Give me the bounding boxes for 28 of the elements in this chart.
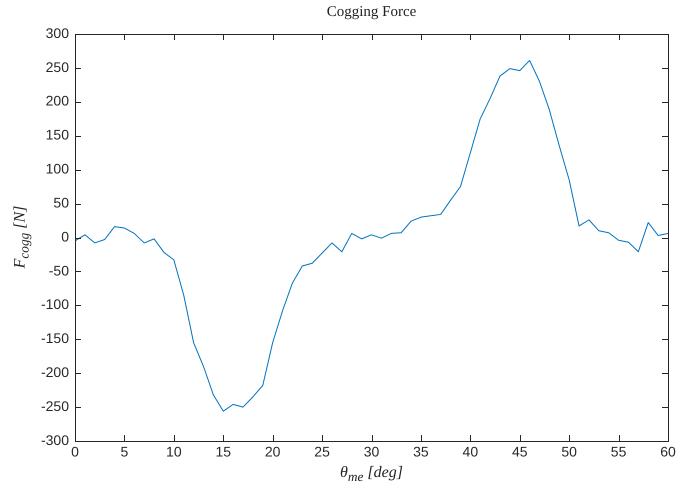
x-tick-label: 20 xyxy=(264,443,281,460)
x-tick-label: 60 xyxy=(660,443,676,460)
x-tick-label: 30 xyxy=(364,443,380,460)
x-axis-title: θ$_{me}$ [deg] xyxy=(339,464,404,486)
x-tick-label: 55 xyxy=(610,443,627,460)
x-tick-label: 25 xyxy=(314,443,330,460)
y-tick-label: -200 xyxy=(40,364,70,380)
y-tick-label: 250 xyxy=(46,58,70,75)
y-tick-label: 300 xyxy=(46,24,70,41)
y-tick-label: 100 xyxy=(46,160,70,177)
y-tick-label: 0 xyxy=(61,228,70,244)
y-tick-label: -100 xyxy=(40,296,70,312)
y-tick-label: 150 xyxy=(46,126,70,143)
x-tick-label: 5 xyxy=(120,443,129,460)
y-tick-label: -150 xyxy=(40,330,70,346)
x-tick-label: 45 xyxy=(512,443,528,460)
chart-title: Cogging Force xyxy=(326,4,418,21)
y-tick-label: 50 xyxy=(53,194,70,210)
y-tick-label: 200 xyxy=(46,92,70,109)
y-tick-label: -300 xyxy=(40,432,70,448)
x-tick-label: 0 xyxy=(71,443,80,460)
x-tick-label: 50 xyxy=(561,443,578,460)
y-tick-label: -50 xyxy=(48,262,70,278)
x-tick-label: 40 xyxy=(462,443,478,460)
x-tick-label: 15 xyxy=(215,443,232,460)
x-tick-label: 35 xyxy=(413,443,429,460)
x-tick-label: 10 xyxy=(166,443,182,460)
y-tick-label: -250 xyxy=(40,398,70,414)
